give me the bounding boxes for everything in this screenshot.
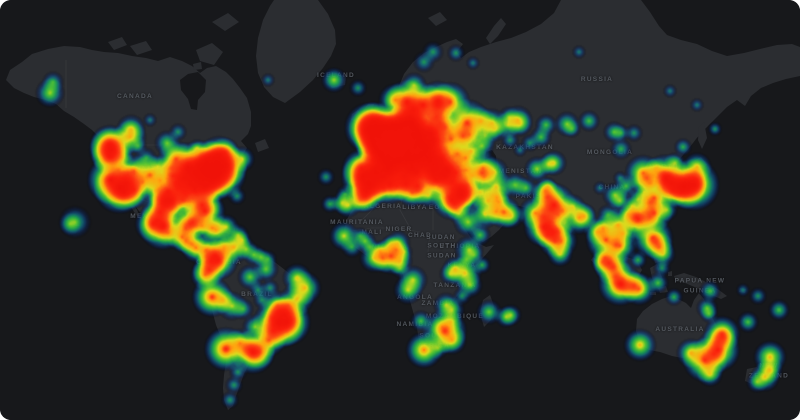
world-basemap	[6, 0, 800, 410]
world-heatmap-map[interactable]: CANADA UNITED STATES MEXICO ICELAND COLOMBIA…	[0, 0, 800, 420]
